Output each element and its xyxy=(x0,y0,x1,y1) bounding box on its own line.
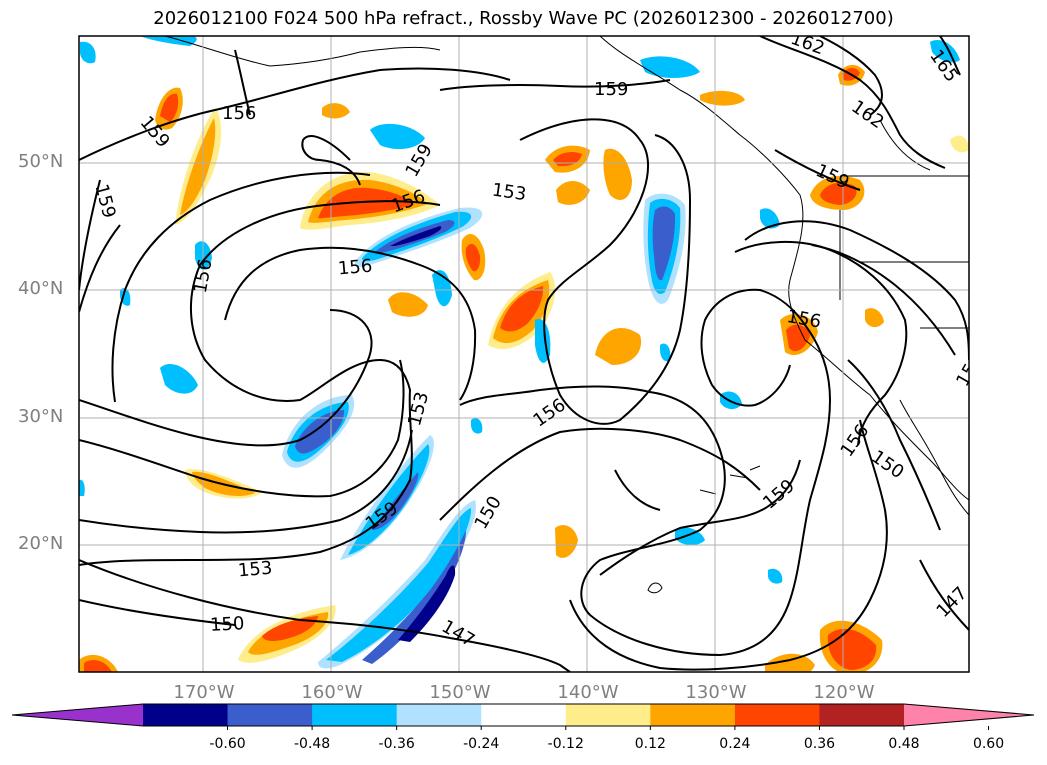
contour-label: 147 xyxy=(932,583,971,622)
lat-label: 50°N xyxy=(18,151,64,172)
contour-label: 162 xyxy=(788,28,827,59)
lon-label: 170°W xyxy=(173,682,235,703)
colorbar-swatch xyxy=(227,704,313,726)
map-title: 2026012100 F024 500 hPa refract., Rossby… xyxy=(153,8,894,29)
colorbar-tick-label: 0.12 xyxy=(634,736,666,752)
contour-label: 153 xyxy=(237,558,273,582)
map-plot-area: 156 159 156 159 162 165 162 159 153 159 … xyxy=(79,28,982,672)
contour-label: 147 xyxy=(438,616,478,651)
contour-label: 159 xyxy=(90,182,119,221)
colorbar-swatch xyxy=(481,704,567,726)
graticule xyxy=(79,36,969,672)
colorbar-swatch xyxy=(734,704,820,726)
coastlines xyxy=(164,36,969,594)
lat-label: 20°N xyxy=(18,533,64,554)
colorbar-tick-label: -0.48 xyxy=(293,736,331,752)
colorbar-outline xyxy=(11,703,1035,727)
contour-label: 156 xyxy=(836,421,873,461)
contour-label: 150 xyxy=(471,493,506,533)
lon-label: 160°W xyxy=(301,682,363,703)
colorbar-tick-label: -0.36 xyxy=(378,736,415,752)
colorbar-swatch xyxy=(143,704,229,726)
positive-anomaly-patches xyxy=(79,64,969,672)
lon-label: 130°W xyxy=(685,682,747,703)
colorbar-swatch xyxy=(312,704,398,726)
colorbar-tick-label: 0.36 xyxy=(803,736,836,752)
lon-label: 140°W xyxy=(557,682,619,703)
contour-label: 159 xyxy=(594,79,628,100)
colorbar-tick-label: 0.48 xyxy=(888,736,920,752)
contour-label: 165 xyxy=(925,46,962,86)
geopotential-contours xyxy=(79,36,969,672)
colorbar-tick-label: 0.24 xyxy=(719,736,751,752)
colorbar-swatch xyxy=(819,704,905,726)
lat-label: 40°N xyxy=(18,278,64,299)
colorbar-swatch xyxy=(650,704,736,726)
colorbar-tick-label: -0.24 xyxy=(463,736,500,752)
contour-label: 150 xyxy=(867,446,907,483)
colorbar xyxy=(11,703,1035,730)
contour-label: 153 xyxy=(404,390,433,429)
map-frame xyxy=(78,35,970,673)
lon-label: 120°W xyxy=(813,682,875,703)
colorbar-swatch xyxy=(396,704,482,726)
colorbar-extend-low xyxy=(12,704,143,726)
lon-label: 150°W xyxy=(429,682,491,703)
lat-label: 30°N xyxy=(18,406,64,427)
colorbar-extend-high xyxy=(904,704,1034,726)
contour-label: 156 xyxy=(190,257,217,294)
contour-label: 15 xyxy=(952,360,982,390)
colorbar-tick-label: -0.60 xyxy=(209,736,246,752)
colorbar-tick-label: 0.60 xyxy=(972,736,1005,752)
colorbar-swatch xyxy=(565,704,651,726)
contour-label: 153 xyxy=(491,180,528,206)
contour-label: 156 xyxy=(222,103,256,124)
contour-label: 150 xyxy=(210,613,245,636)
contour-label: 156 xyxy=(337,256,373,280)
colorbar-tick-label: -0.12 xyxy=(547,736,584,752)
